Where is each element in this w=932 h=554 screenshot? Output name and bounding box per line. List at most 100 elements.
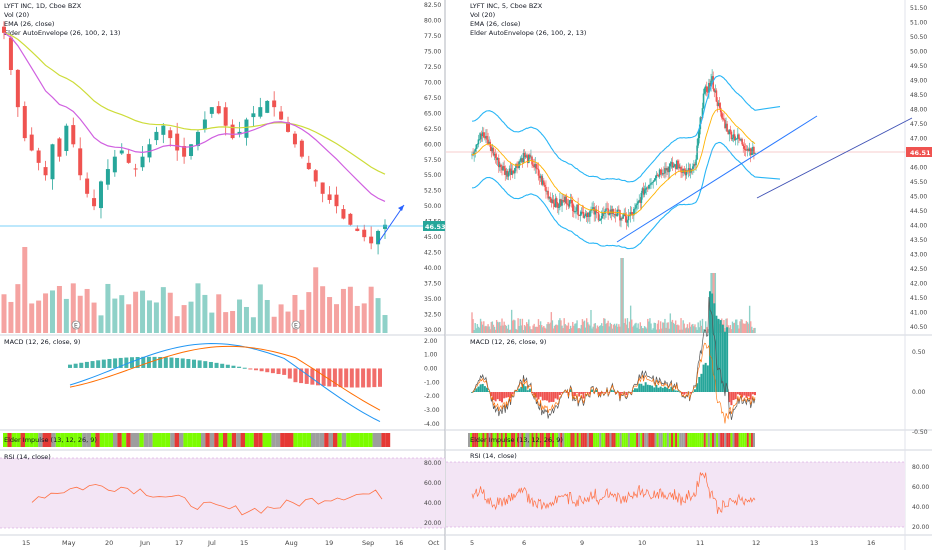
volume-bar — [577, 328, 579, 333]
candle-body — [668, 166, 671, 173]
impulse-cell — [201, 433, 206, 447]
volume-bar — [583, 320, 586, 333]
macd-histogram-bar — [704, 362, 707, 392]
volume-bar — [216, 294, 222, 333]
right-price-axis[interactable]: 51.50 51.00 50.50 50.00 49.50 49.00 48.50 48.00… — [910, 5, 927, 331]
volume-bar — [223, 312, 229, 333]
impulse-cell — [258, 433, 263, 447]
macd-histogram-bar — [203, 361, 208, 368]
macd-histogram-bar — [708, 291, 711, 392]
right-time-axis[interactable]: 5 6 9 10 11 12 13 16 — [470, 539, 875, 547]
impulse-cell — [192, 433, 197, 447]
macd-histogram-bar — [90, 361, 95, 368]
impulse-cell — [121, 433, 127, 447]
impulse-cell — [500, 433, 503, 447]
impulse-cell — [656, 433, 659, 447]
impulse-cell — [284, 433, 289, 447]
volume-bar — [524, 326, 527, 333]
impulse-cell — [240, 433, 245, 447]
macd-histogram-bar — [197, 360, 202, 368]
candle-body — [599, 218, 602, 220]
impulse-cell — [148, 433, 153, 447]
left-macd-line — [69, 343, 381, 423]
candle-body — [633, 208, 635, 216]
macd-histogram-bar — [638, 383, 641, 392]
volume-bar — [554, 324, 557, 333]
candle-body — [478, 139, 481, 141]
impulse-cell — [492, 433, 495, 447]
volume-bar — [745, 320, 748, 333]
volume-bar — [752, 329, 754, 333]
candle-body — [570, 200, 573, 204]
volume-bar — [672, 322, 675, 333]
volume-bar — [669, 313, 672, 333]
volume-bar — [528, 319, 530, 333]
left-arrow-line[interactable] — [377, 204, 405, 244]
impulse-cell — [646, 433, 649, 447]
right-legend-vol: Vol (20) — [470, 11, 495, 19]
left-macd-axis: 2.00 1.00 0.00 -1.00 -2.00 -3.00 -4.00 — [424, 338, 440, 428]
candle-body — [507, 172, 510, 177]
volume-bar — [535, 326, 538, 333]
candle-body — [341, 209, 346, 219]
right-trendline-1[interactable] — [616, 115, 818, 243]
volume-bar — [682, 320, 684, 333]
impulse-cell — [476, 433, 479, 447]
candle-body — [710, 80, 712, 87]
volume-bar — [723, 320, 725, 333]
macd-histogram-bar — [670, 386, 673, 392]
volume-bar — [592, 326, 594, 333]
candle-body — [567, 204, 570, 207]
candle-body — [667, 168, 669, 173]
impulse-cell — [632, 433, 635, 447]
volume-bar — [327, 297, 333, 333]
macd-histogram-bar — [237, 366, 242, 368]
volume-bar — [739, 321, 741, 333]
volume-bar — [754, 327, 756, 333]
impulse-cell — [541, 433, 544, 447]
right-price-tick: 40.50 — [910, 324, 927, 331]
candle-body — [265, 100, 270, 113]
impulse-cell — [550, 433, 553, 447]
impulse-cell — [104, 433, 109, 447]
candle-body — [656, 174, 659, 176]
volume-bar — [508, 329, 511, 333]
candle-body — [98, 181, 103, 209]
macd-histogram-bar — [479, 384, 482, 392]
impulse-cell — [517, 433, 520, 447]
macd-histogram-bar — [355, 368, 360, 388]
impulse-cell — [613, 433, 616, 447]
right-ema-line — [471, 108, 756, 216]
right-envelope-lower — [471, 141, 781, 250]
macd-histogram-bar — [543, 392, 546, 401]
candle-body — [496, 157, 499, 160]
candle-body — [481, 132, 484, 137]
volume-bar — [647, 318, 649, 333]
macd-histogram-bar — [141, 356, 146, 368]
left-time-tick: Sep — [362, 539, 374, 547]
volume-bar — [480, 321, 483, 333]
earnings-marker-1[interactable]: E — [71, 320, 81, 330]
left-time-axis[interactable]: 15 May 20 Jun 17 Jul 15 Aug 19 Sep 16 Oct — [22, 539, 440, 547]
candle-body — [528, 154, 530, 164]
right-rsi-axis: 80.00 60.00 40.00 20.00 — [912, 464, 929, 531]
candle-body — [500, 164, 502, 167]
impulse-cell — [634, 433, 637, 447]
candle-body — [515, 163, 517, 169]
volume-bar — [502, 325, 504, 333]
impulse-cell — [695, 433, 698, 447]
earnings-marker-2[interactable]: E — [291, 320, 301, 330]
candle-body — [546, 190, 548, 192]
candle-body — [369, 236, 374, 244]
right-signal-line — [471, 342, 756, 424]
candle-body — [657, 175, 660, 177]
impulse-cell — [130, 433, 135, 447]
impulse-cell — [33, 433, 39, 447]
macd-histogram-bar — [483, 386, 486, 392]
candle-body — [634, 208, 636, 210]
volume-bar — [522, 329, 525, 333]
right-trendline-2[interactable] — [756, 117, 913, 199]
impulse-cell — [328, 433, 333, 447]
left-price-tick: 55.00 — [424, 172, 441, 179]
candle-body — [535, 164, 538, 169]
